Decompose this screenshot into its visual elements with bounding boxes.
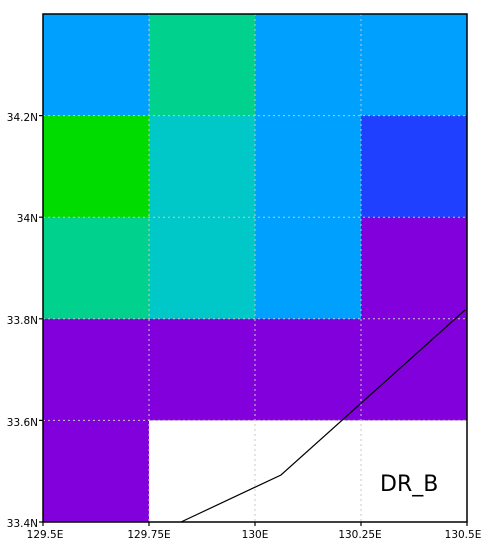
grid-cell bbox=[43, 420, 150, 523]
grid-cell bbox=[255, 217, 362, 320]
grid-cell bbox=[361, 420, 468, 523]
grid-cell bbox=[255, 420, 362, 523]
x-tick-label: 130.5E bbox=[445, 529, 482, 541]
region-label: DR_B bbox=[380, 472, 438, 497]
grid-cell bbox=[43, 217, 150, 320]
x-tick-label: 130E bbox=[242, 529, 269, 541]
grid-cell bbox=[149, 217, 256, 320]
x-tick-label: 129.75E bbox=[127, 529, 170, 541]
grid-cell bbox=[43, 318, 150, 421]
grid-cells bbox=[43, 14, 468, 523]
y-tick-label: 33.8N bbox=[7, 315, 38, 327]
grid-cell bbox=[361, 14, 468, 117]
grid-cell bbox=[255, 14, 362, 117]
grid-cell bbox=[149, 14, 256, 117]
y-tick-label: 34N bbox=[17, 213, 38, 225]
grid-cell bbox=[361, 318, 468, 421]
axis-ticks bbox=[39, 114, 468, 526]
grid-cell bbox=[43, 115, 150, 218]
y-tick-label: 33.4N bbox=[7, 518, 38, 530]
x-tick-label: 129.5E bbox=[27, 529, 64, 541]
grid-cell bbox=[149, 420, 256, 523]
map-gridlines bbox=[43, 14, 467, 522]
coastline bbox=[180, 309, 466, 523]
grid-cell bbox=[255, 318, 362, 421]
grid-cell bbox=[361, 115, 468, 218]
x-tick-label: 130.25E bbox=[338, 529, 381, 541]
grid-cell bbox=[43, 14, 150, 117]
y-tick-label: 33.6N bbox=[7, 417, 38, 429]
grid-cell bbox=[255, 115, 362, 218]
grid-cell bbox=[149, 318, 256, 421]
grid-cell bbox=[149, 115, 256, 218]
grid-cell bbox=[361, 217, 468, 320]
y-tick-label: 34.2N bbox=[7, 112, 38, 124]
